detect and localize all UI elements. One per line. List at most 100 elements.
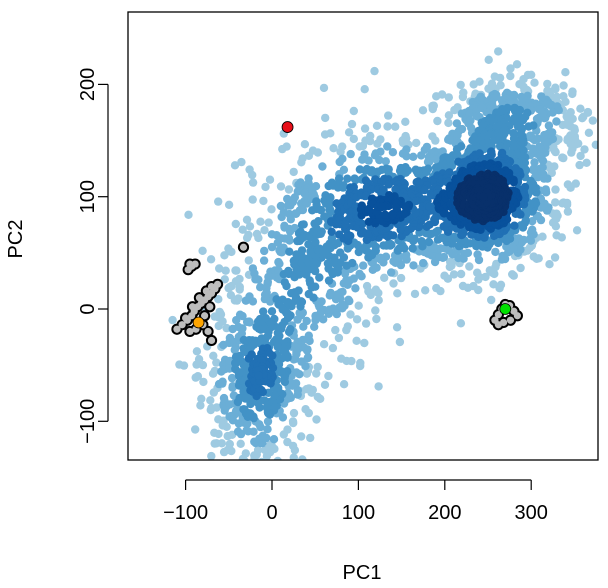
density-point [297,357,306,366]
density-point [342,261,351,270]
density-point [561,68,570,77]
density-point [431,136,440,145]
density-point [184,210,193,219]
density-point [361,319,371,328]
density-point [247,350,256,359]
density-point [558,153,567,162]
density-point [259,307,268,316]
density-point [346,310,355,319]
density-point [408,244,417,253]
density-point [288,197,298,207]
density-point [222,422,231,431]
density-point [388,148,398,157]
density-point [381,157,390,166]
density-point [227,247,236,257]
density-point [383,142,392,151]
density-point [196,401,205,410]
density-point [576,151,585,161]
density-point [207,451,216,460]
density-point [230,345,239,355]
density-point [456,269,466,279]
density-point [264,218,273,227]
density-point [197,394,206,403]
x-tick-label: 100 [342,502,375,524]
density-point [231,219,240,229]
density-point [326,207,335,217]
density-point [543,79,552,89]
density-point [360,338,369,348]
grey-point [195,294,204,302]
density-point [568,89,577,99]
density-point [289,453,298,460]
density-point [495,73,505,83]
density-point [260,246,269,256]
density-point [512,60,522,69]
density-point [548,108,557,117]
density-point [254,371,263,380]
density-point [317,227,326,236]
density-point [481,272,490,282]
density-point [377,202,386,212]
density-point [458,92,468,102]
grey-point [202,287,210,295]
density-point [237,329,246,338]
density-point [453,103,462,112]
density-point [278,413,288,422]
density-point [352,315,362,324]
density-point [584,128,594,137]
density-point [212,403,221,412]
density-point [338,183,348,192]
density-point [551,185,560,194]
density-point [282,281,291,291]
density-point [418,106,428,115]
density-point [509,129,518,138]
highlight-point-red [281,121,294,133]
density-point [409,261,418,270]
density-point [339,380,349,389]
density-point [540,130,549,140]
density-point [304,265,314,274]
density-point [294,286,303,295]
density-point [319,83,329,93]
density-point [576,104,585,113]
density-point [252,463,260,471]
density-point [444,118,453,128]
density-point [220,275,229,284]
density-point [365,136,375,146]
density-point [323,259,333,268]
density-point [269,435,279,444]
density-point [324,276,334,285]
grey-point [207,282,216,291]
density-point [469,80,478,89]
density-point [572,226,582,235]
density-point [334,333,344,343]
density-point [437,90,447,99]
density-point [248,469,256,477]
density-point [563,180,573,189]
density-point [444,93,453,102]
density-point [293,315,302,324]
density-point [304,151,314,160]
density-point [410,289,420,299]
density-point [346,149,355,159]
grey-point [178,321,186,329]
density-point [227,373,237,383]
density-point [337,354,346,363]
density-point [192,347,202,356]
density-point [342,275,351,285]
density-point [267,205,276,214]
density-point [242,215,252,224]
density-point [364,156,373,165]
density-point [371,306,380,315]
grey-point [206,303,214,311]
density-point [265,175,275,184]
x-tick-label: 200 [428,502,461,524]
density-point [558,120,567,130]
density-point [263,417,273,426]
density-point [220,251,229,260]
grey-point [494,321,502,329]
density-point [528,165,538,175]
density-point [425,157,434,167]
density-point [289,408,299,418]
density-point [245,222,255,231]
